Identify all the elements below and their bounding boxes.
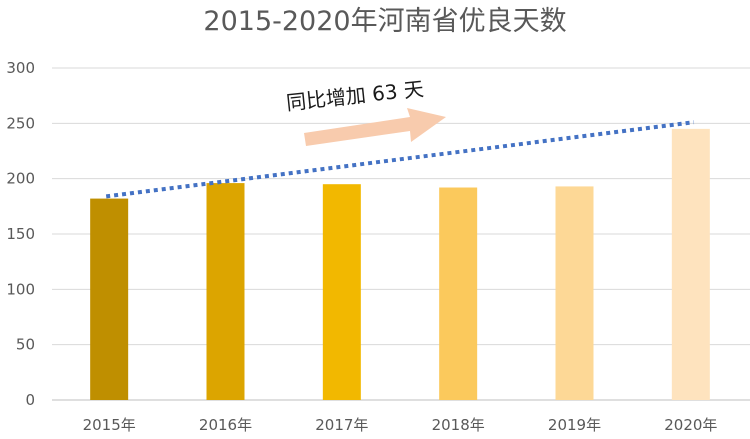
y-tick-label: 150	[6, 225, 35, 243]
x-axis-ticks: 2015年 2016年 2017年 2018年 2019年 2020年	[83, 416, 718, 434]
bars	[90, 128, 710, 400]
annotation-label: 同比增加 63 天	[285, 77, 425, 115]
y-tick-label: 0	[25, 391, 35, 409]
bar-2018年	[439, 187, 478, 400]
y-tick-label: 250	[6, 114, 35, 132]
gridlines	[52, 67, 750, 401]
bar-2017年	[322, 184, 361, 400]
bar-2020年	[671, 128, 710, 400]
increase-arrow-icon	[304, 108, 446, 146]
x-tick-label: 2016年	[199, 416, 252, 434]
trend-line	[105, 120, 695, 199]
bar-2019年	[555, 186, 594, 400]
y-tick-label: 200	[6, 170, 35, 188]
y-tick-label: 300	[6, 59, 35, 77]
y-axis-ticks: 0 50 100 150 200 250 300	[6, 59, 35, 409]
x-tick-label: 2019年	[548, 416, 601, 434]
y-tick-label: 100	[6, 280, 35, 298]
x-tick-label: 2015年	[83, 416, 136, 434]
x-tick-label: 2020年	[664, 416, 717, 434]
x-tick-label: 2018年	[432, 416, 485, 434]
y-tick-label: 50	[16, 336, 35, 354]
bar-2015年	[90, 198, 129, 400]
x-tick-label: 2017年	[315, 416, 368, 434]
chart-title: 2015-2020年河南省优良天数	[203, 6, 566, 37]
bar-2016年	[206, 183, 245, 400]
